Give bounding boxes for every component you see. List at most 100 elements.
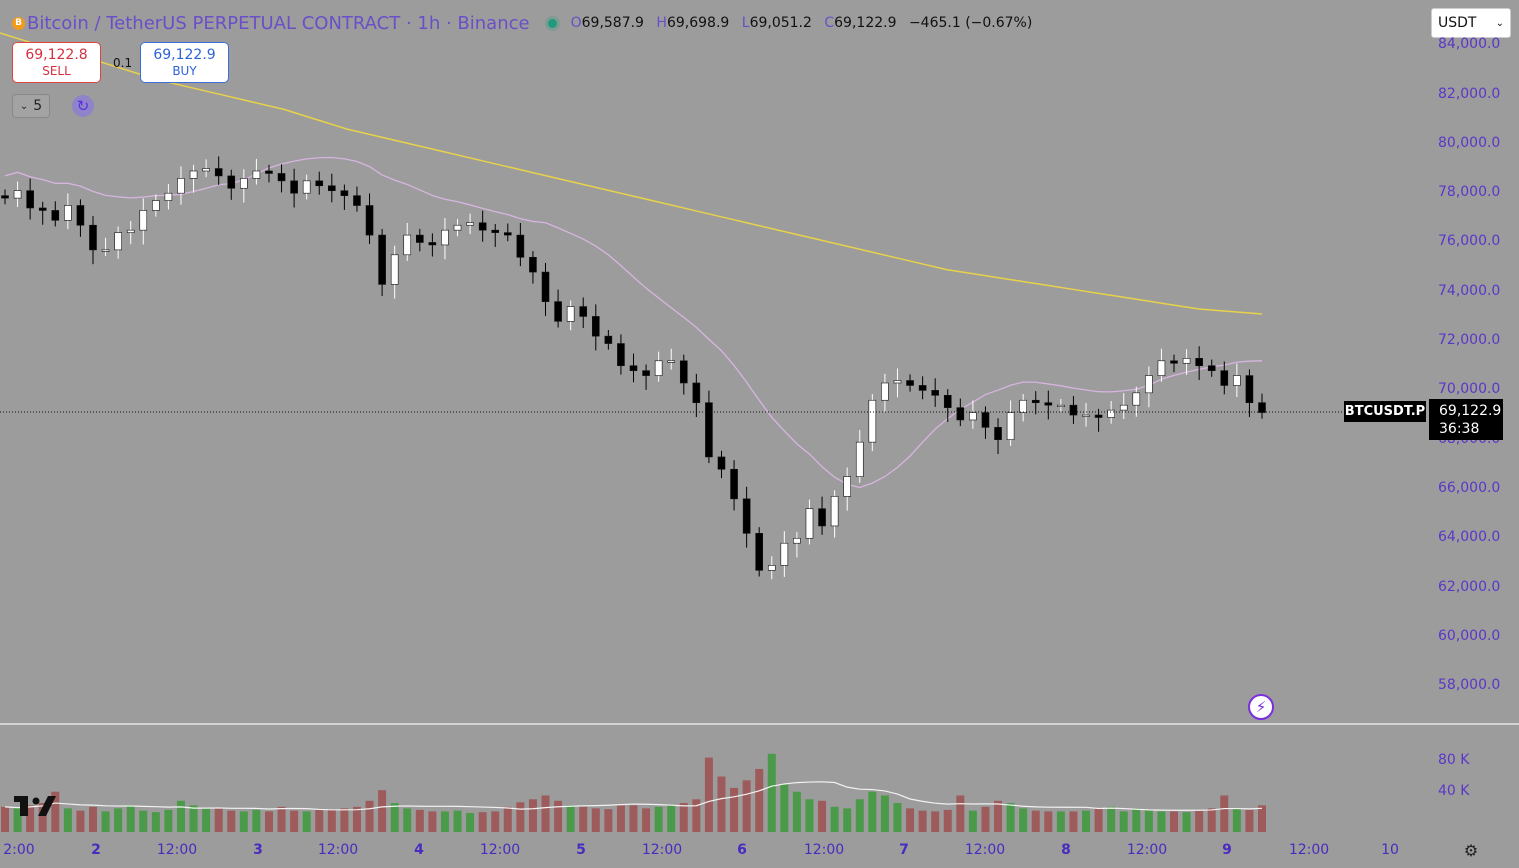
lightning-icon[interactable]: ⚡	[1248, 694, 1274, 720]
symbol-title[interactable]: Bitcoin / TetherUS PERPETUAL CONTRACT · …	[27, 12, 530, 34]
low-value: 69,051.2	[749, 15, 812, 31]
volume-ma-line	[4, 781, 1263, 811]
volume-bar	[805, 799, 814, 832]
candle	[1082, 402, 1090, 427]
sell-price: 69,122.8	[25, 47, 88, 63]
buy-button[interactable]: 69,122.9 BUY	[140, 42, 229, 83]
candle	[566, 300, 575, 331]
volume-bar	[390, 803, 399, 832]
refresh-icon[interactable]: ↻	[72, 95, 94, 117]
chevron-down-icon: ⌄	[1495, 17, 1504, 29]
volume-bar	[327, 809, 336, 832]
volume-bar	[1220, 795, 1229, 832]
last-price-tag: 69,122.9 36:38	[1429, 399, 1503, 440]
volume-bar	[1082, 810, 1091, 832]
volume-bar	[440, 811, 449, 832]
volume-bar	[730, 787, 739, 832]
candle	[252, 158, 261, 185]
volume-bar	[378, 790, 387, 832]
symbol-tag: BTCUSDT.P	[1344, 401, 1426, 422]
candle	[931, 378, 939, 407]
candle	[89, 216, 97, 265]
candle	[378, 228, 386, 296]
candle	[227, 169, 236, 200]
volume-bar	[478, 812, 487, 832]
candle	[315, 171, 324, 195]
time-tick-label: 12:00	[964, 842, 1006, 858]
volume-bar	[1195, 810, 1204, 832]
candle	[13, 181, 22, 207]
candle	[943, 389, 952, 422]
volume-bar	[704, 757, 713, 832]
volume-bar	[629, 805, 638, 832]
candle	[918, 376, 927, 400]
volume-bar	[579, 806, 588, 832]
volume-bar	[855, 799, 864, 832]
volume-bar	[26, 805, 35, 832]
volume-bar	[202, 808, 211, 832]
buy-label: BUY	[172, 64, 197, 78]
volume-bar	[830, 806, 839, 832]
sell-button[interactable]: 69,122.8 SELL	[12, 42, 101, 83]
volume-bar	[340, 808, 349, 832]
volume-bar	[1157, 811, 1166, 832]
candle	[830, 490, 839, 538]
volume-bar	[755, 768, 764, 832]
tradingview-logo-icon[interactable]	[14, 794, 58, 818]
volume-bar	[403, 808, 412, 832]
volume-bar	[1006, 803, 1015, 832]
high-value: 69,698.9	[666, 15, 730, 31]
currency-select[interactable]: USDT ⌄	[1431, 8, 1511, 38]
candle	[705, 390, 713, 464]
volume-bar	[164, 809, 173, 832]
candle	[1031, 391, 1040, 415]
price-tick-label: 70,000.0	[1438, 381, 1501, 398]
price-tick-label: 58,000.0	[1438, 677, 1501, 694]
volume-bar	[1132, 808, 1141, 832]
volume-bar	[503, 806, 512, 832]
time-tick-label: 9	[1222, 842, 1232, 858]
volume-bar	[101, 811, 110, 832]
candle	[893, 368, 902, 398]
volume-bar	[214, 808, 223, 832]
volume-bar	[76, 810, 85, 832]
candle	[755, 527, 764, 577]
volume-bar	[968, 810, 977, 832]
candle	[1233, 363, 1241, 398]
price-tick-label: 76,000.0	[1438, 233, 1501, 250]
volume-bar	[792, 791, 801, 832]
candle	[1207, 359, 1216, 377]
volume-bar	[63, 808, 72, 832]
candle	[1245, 369, 1254, 418]
volume-bar	[315, 809, 324, 832]
indicator-toggle-button[interactable]: ⌄ 5	[12, 94, 50, 118]
volume-bar	[528, 799, 537, 832]
candle	[290, 168, 298, 208]
open-value: 69,587.9	[581, 15, 644, 31]
volume-bar	[780, 784, 789, 832]
gear-icon[interactable]: ⚙	[1463, 840, 1479, 860]
volume-bar	[227, 810, 236, 832]
volume-bar	[818, 800, 827, 832]
volume-bar	[654, 806, 663, 832]
volume-bar	[956, 795, 965, 832]
candle	[617, 334, 625, 375]
volume-bar	[38, 803, 47, 832]
volume-bar	[491, 811, 500, 832]
candle	[541, 262, 550, 316]
candle	[1119, 393, 1128, 419]
candle	[1195, 346, 1203, 381]
chart-header: B Bitcoin / TetherUS PERPETUAL CONTRACT …	[12, 10, 1032, 36]
candle	[805, 499, 814, 545]
candle	[1057, 399, 1065, 412]
candle	[692, 373, 701, 418]
candle	[591, 304, 600, 351]
volume-bar	[994, 800, 1003, 832]
order-quantity[interactable]: 0.1	[113, 56, 133, 70]
time-tick-label: 10	[1381, 842, 1399, 858]
volume-bar	[893, 803, 902, 832]
volume-bar	[466, 812, 475, 832]
candle	[667, 348, 676, 370]
price-tick-label: 80,000.0	[1438, 134, 1501, 151]
